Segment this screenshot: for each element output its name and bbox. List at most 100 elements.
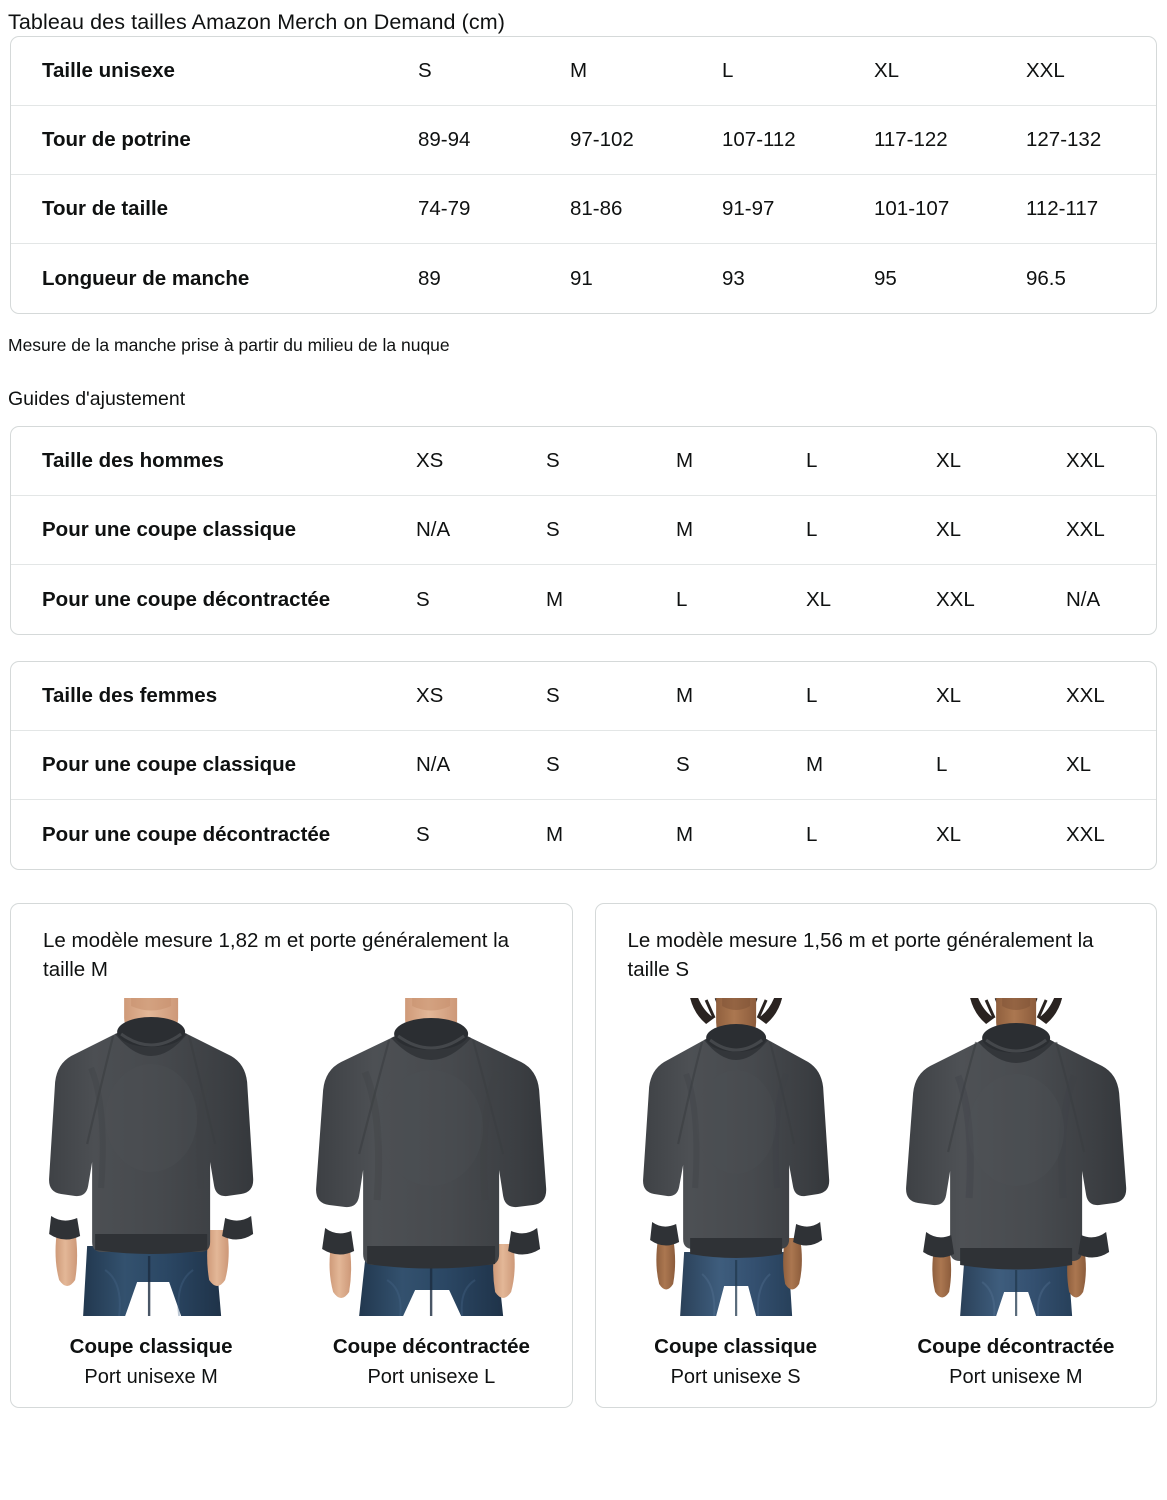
cell: 107-112 bbox=[722, 105, 874, 175]
male-relaxed-fit-figure: Coupe décontractée Port unisexe L bbox=[291, 998, 572, 1407]
cell: 81-86 bbox=[570, 174, 722, 244]
cell: 97-102 bbox=[570, 105, 722, 175]
cell: XL bbox=[936, 799, 1066, 869]
female-relaxed-fit-figure: Coupe décontractée Port unisexe M bbox=[875, 998, 1156, 1407]
cell: L bbox=[722, 59, 734, 83]
cell: 74-79 bbox=[418, 174, 570, 244]
row-label: Tour de potrine bbox=[11, 105, 418, 175]
cell: XXL bbox=[936, 564, 1066, 634]
cell: XXL bbox=[1066, 799, 1156, 869]
cell: S bbox=[418, 59, 432, 83]
wear-label: Port unisexe M bbox=[949, 1365, 1083, 1388]
male-relaxed-fit-caption: Coupe décontractée Port unisexe L bbox=[333, 1316, 530, 1407]
size-chart-page: Tableau des tailles Amazon Merch on Dema… bbox=[0, 10, 1167, 1408]
cell: XXL bbox=[1066, 684, 1105, 708]
row-label: Taille des femmes bbox=[42, 684, 218, 708]
model-card-heading: Le modèle mesure 1,82 m et porte général… bbox=[43, 928, 510, 982]
size-table-body: Taille unisexe S M L XL XXL Tour de potr… bbox=[11, 37, 1156, 313]
model-cards-row: Le modèle mesure 1,82 m et porte général… bbox=[10, 902, 1157, 1408]
cell: 95 bbox=[874, 243, 1026, 313]
cell: 96.5 bbox=[1026, 243, 1156, 313]
cell: XXL bbox=[1026, 59, 1065, 83]
cell: S bbox=[676, 730, 806, 800]
mens-fit-table-card: Taille des hommes XS S M L XL XXL Pour u… bbox=[10, 425, 1157, 635]
cell: N/A bbox=[416, 730, 546, 800]
cell: L bbox=[806, 799, 936, 869]
cell: N/A bbox=[1066, 564, 1156, 634]
cell: 117-122 bbox=[874, 105, 1026, 175]
row-label: Pour une coupe décontractée bbox=[11, 564, 416, 634]
cell: 91-97 bbox=[722, 174, 874, 244]
cell: S bbox=[546, 730, 676, 800]
female-classic-fit-caption: Coupe classique Port unisexe S bbox=[654, 1316, 817, 1407]
male-model-classic-illustration bbox=[11, 998, 291, 1317]
table-row: Pour une coupe classique N/A S S M L XL bbox=[11, 730, 1156, 800]
cell: L bbox=[806, 495, 936, 565]
cell: XS bbox=[416, 684, 444, 708]
size-table-card: Taille unisexe S M L XL XXL Tour de potr… bbox=[10, 35, 1157, 314]
cell: 89 bbox=[418, 243, 570, 313]
cell: 112-117 bbox=[1026, 174, 1156, 244]
table-row: Pour une coupe décontractée S M M L XL X… bbox=[11, 799, 1156, 869]
male-figures: Coupe classique Port unisexe M bbox=[11, 998, 572, 1407]
table-row: Taille des femmes XS S M L XL XXL bbox=[11, 662, 1156, 731]
male-relaxed-fit-photo bbox=[291, 998, 572, 1317]
size-table: Taille unisexe S M L XL XXL Tour de potr… bbox=[11, 37, 1156, 313]
female-relaxed-fit-caption: Coupe décontractée Port unisexe M bbox=[917, 1316, 1114, 1407]
female-figures: Coupe classique Port unisexe S bbox=[595, 998, 1156, 1407]
male-classic-fit-photo bbox=[11, 998, 292, 1317]
table-row: Taille unisexe S M L XL XXL bbox=[11, 37, 1156, 106]
row-label: Tour de taille bbox=[11, 174, 418, 244]
wear-label: Port unisexe M bbox=[84, 1365, 218, 1388]
cell: S bbox=[546, 684, 560, 708]
cell: L bbox=[936, 730, 1066, 800]
fit-label: Coupe classique bbox=[654, 1335, 818, 1359]
cell: M bbox=[570, 59, 588, 83]
cell: L bbox=[806, 449, 818, 473]
table-row: Longueur de manche 89 91 93 95 96.5 bbox=[11, 243, 1156, 313]
row-label: Taille des hommes bbox=[42, 449, 224, 473]
womens-fit-table-body: Taille des femmes XS S M L XL XXL Pour u… bbox=[11, 662, 1156, 869]
cell: XS bbox=[416, 449, 444, 473]
cell: L bbox=[676, 564, 806, 634]
cell: S bbox=[546, 449, 560, 473]
wear-label: Port unisexe L bbox=[367, 1365, 496, 1388]
cell: M bbox=[546, 564, 676, 634]
row-label: Longueur de manche bbox=[11, 243, 418, 313]
cell: M bbox=[806, 730, 936, 800]
cell: N/A bbox=[416, 495, 546, 565]
female-model-relaxed-illustration bbox=[876, 998, 1156, 1317]
female-relaxed-fit-photo bbox=[875, 998, 1156, 1317]
row-label: Pour une coupe classique bbox=[11, 730, 416, 800]
cell: XL bbox=[874, 59, 900, 83]
male-model-card: Le modèle mesure 1,82 m et porte général… bbox=[10, 902, 573, 1408]
female-model-card: Le modèle mesure 1,56 m et porte général… bbox=[594, 902, 1157, 1408]
fit-guides-label: Guides d'ajustement bbox=[8, 387, 186, 410]
male-classic-fit-caption: Coupe classique Port unisexe M bbox=[70, 1316, 233, 1407]
cell: 89-94 bbox=[418, 105, 570, 175]
cell: XXL bbox=[1066, 449, 1105, 473]
cell: M bbox=[546, 799, 676, 869]
sleeve-measure-note: Mesure de la manche prise à partir du mi… bbox=[8, 334, 450, 355]
cell: 91 bbox=[570, 243, 722, 313]
cell: XL bbox=[806, 564, 936, 634]
cell: L bbox=[806, 684, 818, 708]
cell: S bbox=[416, 564, 546, 634]
cell: 127-132 bbox=[1026, 105, 1156, 175]
table-spacer bbox=[0, 635, 1167, 661]
cell: 101-107 bbox=[874, 174, 1026, 244]
female-model-classic-illustration bbox=[596, 998, 876, 1317]
row-label: Taille unisexe bbox=[42, 59, 175, 83]
cell: M bbox=[676, 449, 694, 473]
row-label: Pour une coupe classique bbox=[11, 495, 416, 565]
mens-fit-table-body: Taille des hommes XS S M L XL XXL Pour u… bbox=[11, 427, 1156, 634]
table-row: Tour de potrine 89-94 97-102 107-112 117… bbox=[11, 105, 1156, 175]
womens-fit-table-card: Taille des femmes XS S M L XL XXL Pour u… bbox=[10, 660, 1157, 870]
cell: XL bbox=[936, 449, 962, 473]
fit-label: Coupe décontractée bbox=[917, 1335, 1115, 1359]
cell: XL bbox=[1066, 730, 1156, 800]
cell: XXL bbox=[1066, 495, 1156, 565]
cell: S bbox=[416, 799, 546, 869]
fit-label: Coupe décontractée bbox=[332, 1335, 530, 1359]
cell: S bbox=[546, 495, 676, 565]
